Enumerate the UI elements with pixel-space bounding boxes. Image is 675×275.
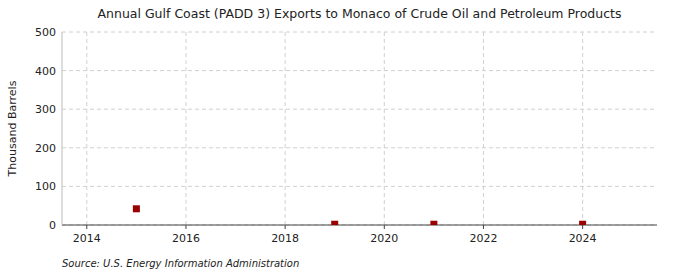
x-tick: [185, 225, 186, 229]
x-tick-label: 2024: [569, 232, 597, 245]
y-grid-line: [62, 147, 657, 148]
x-tick-label: 2022: [469, 232, 497, 245]
x-tick-label: 2016: [172, 232, 200, 245]
point: [331, 221, 338, 225]
chart-svg: Annual Gulf Coast (PADD 3) Exports to Mo…: [0, 0, 675, 275]
y-grid-line: [62, 186, 657, 187]
y-tick-label: 100: [35, 180, 56, 193]
point: [133, 205, 140, 212]
axes: 0 100 200 300 400 500 2014 2016 2018 2020 2022 2024: [35, 26, 657, 245]
y-tick-label: 500: [35, 26, 56, 39]
point: [579, 221, 586, 225]
x-grid-line: [185, 32, 186, 225]
y-grid-line: [62, 225, 657, 226]
y-tick-label: 0: [49, 219, 56, 232]
x-grid-line: [384, 32, 385, 225]
source-note: Source: U.S. Energy Information Administ…: [62, 258, 299, 269]
x-grid-line: [285, 32, 286, 225]
title: Annual Gulf Coast (PADD 3) Exports to Mo…: [98, 6, 622, 21]
y-grid-line: [62, 32, 657, 33]
marks: [133, 205, 586, 225]
x-tick: [86, 225, 87, 229]
y-grid-line: [62, 70, 657, 71]
y-axis-line: [62, 32, 63, 225]
grid: [62, 32, 657, 225]
y-axis-label: Thousand Barrels: [6, 80, 19, 177]
y-tick-label: 200: [35, 142, 56, 155]
x-tick: [483, 225, 484, 229]
x-grid-line: [86, 32, 87, 225]
x-grid-line: [483, 32, 484, 225]
x-tick: [582, 225, 583, 229]
x-tick: [384, 225, 385, 229]
y-tick-label: 300: [35, 103, 56, 116]
x-tick-label: 2020: [370, 232, 398, 245]
y-tick-label: 400: [35, 65, 56, 78]
x-axis-line: [62, 225, 657, 226]
point: [430, 221, 437, 225]
chart-container: Annual Gulf Coast (PADD 3) Exports to Mo…: [0, 0, 675, 275]
y-grid-line: [62, 109, 657, 110]
x-grid-line: [582, 32, 583, 225]
x-tick-label: 2018: [271, 232, 299, 245]
x-tick-label: 2014: [73, 232, 101, 245]
x-tick: [285, 225, 286, 229]
